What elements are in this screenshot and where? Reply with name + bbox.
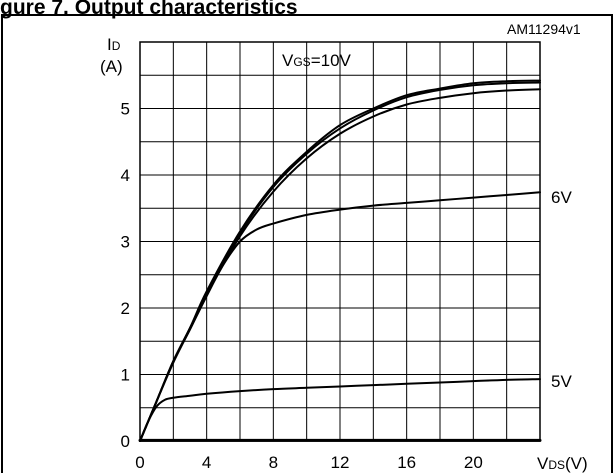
y-tick-label: 0: [121, 432, 130, 451]
y-axis-unit: (A): [100, 57, 123, 76]
y-tick-label: 1: [121, 366, 130, 385]
y-tick-label: 4: [121, 166, 130, 185]
figure-reference-code: AM11294v1: [507, 21, 581, 37]
vgs-annotation: VGS=10V: [282, 51, 352, 70]
x-tick-label: 4: [202, 453, 211, 472]
x-tick-label: 12: [331, 453, 350, 472]
series-group: [138, 79, 542, 442]
y-tick-label: 5: [121, 100, 130, 119]
series-label-5v: 5V: [551, 372, 572, 391]
series-label-6v: 6V: [551, 188, 572, 207]
series-curve-4: [139, 191, 541, 442]
y-tick-label: 3: [121, 233, 130, 252]
series-curve-5: [139, 378, 541, 442]
x-tick-label: 16: [397, 453, 416, 472]
x-tick-label: 20: [464, 453, 483, 472]
x-tick-label: 8: [269, 453, 278, 472]
x-axis-label: VDS(V): [537, 454, 588, 473]
x-tick-label: 0: [135, 453, 144, 472]
figure-border: [1, 14, 613, 473]
y-axis-label: ID: [107, 35, 121, 54]
grid: [140, 42, 540, 441]
y-tick-label: 2: [121, 299, 130, 318]
